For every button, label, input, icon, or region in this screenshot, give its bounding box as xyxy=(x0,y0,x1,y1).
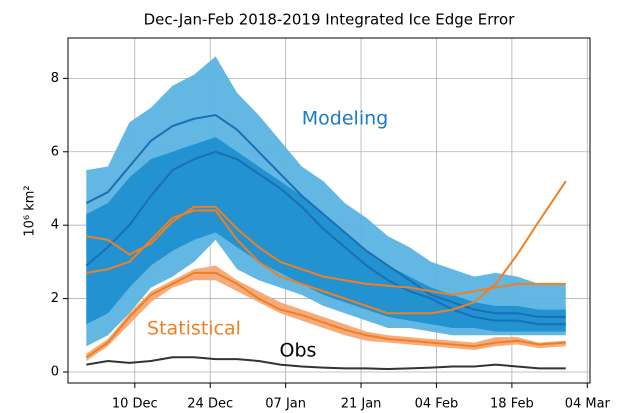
x-tick-label: 10 Dec xyxy=(112,397,158,412)
series-line xyxy=(85,271,566,359)
series-line xyxy=(86,180,567,315)
x-tick-label: 21 Jan xyxy=(341,397,382,412)
series-line xyxy=(85,150,566,326)
x-tick-label: 04 Mar xyxy=(565,397,611,412)
series-line xyxy=(86,205,566,296)
spread-band xyxy=(86,137,566,332)
x-tick-label: 04 Feb xyxy=(415,397,459,412)
annotation: Modeling xyxy=(302,108,388,130)
y-tick-label: 4 xyxy=(51,218,59,233)
series-line xyxy=(85,114,566,318)
y-tick-label: 6 xyxy=(51,144,59,159)
y-axis-label: 10⁶ km² xyxy=(23,185,38,236)
annotation: Statistical xyxy=(147,318,241,340)
series-line xyxy=(86,356,566,371)
y-tick-label: 8 xyxy=(51,71,59,86)
annotation: Obs xyxy=(280,340,317,362)
x-tick-label: 18 Feb xyxy=(490,397,534,412)
chart-title: Dec-Jan-Feb 2018-2019 Integrated Ice Edg… xyxy=(144,11,516,29)
x-tick-label: 24 Dec xyxy=(187,397,233,412)
x-tick-label: 07 Jan xyxy=(265,397,306,412)
y-tick-label: 0 xyxy=(51,364,59,379)
spread-band xyxy=(86,56,566,347)
plot-frame xyxy=(67,37,591,384)
y-tick-label: 2 xyxy=(51,291,59,306)
